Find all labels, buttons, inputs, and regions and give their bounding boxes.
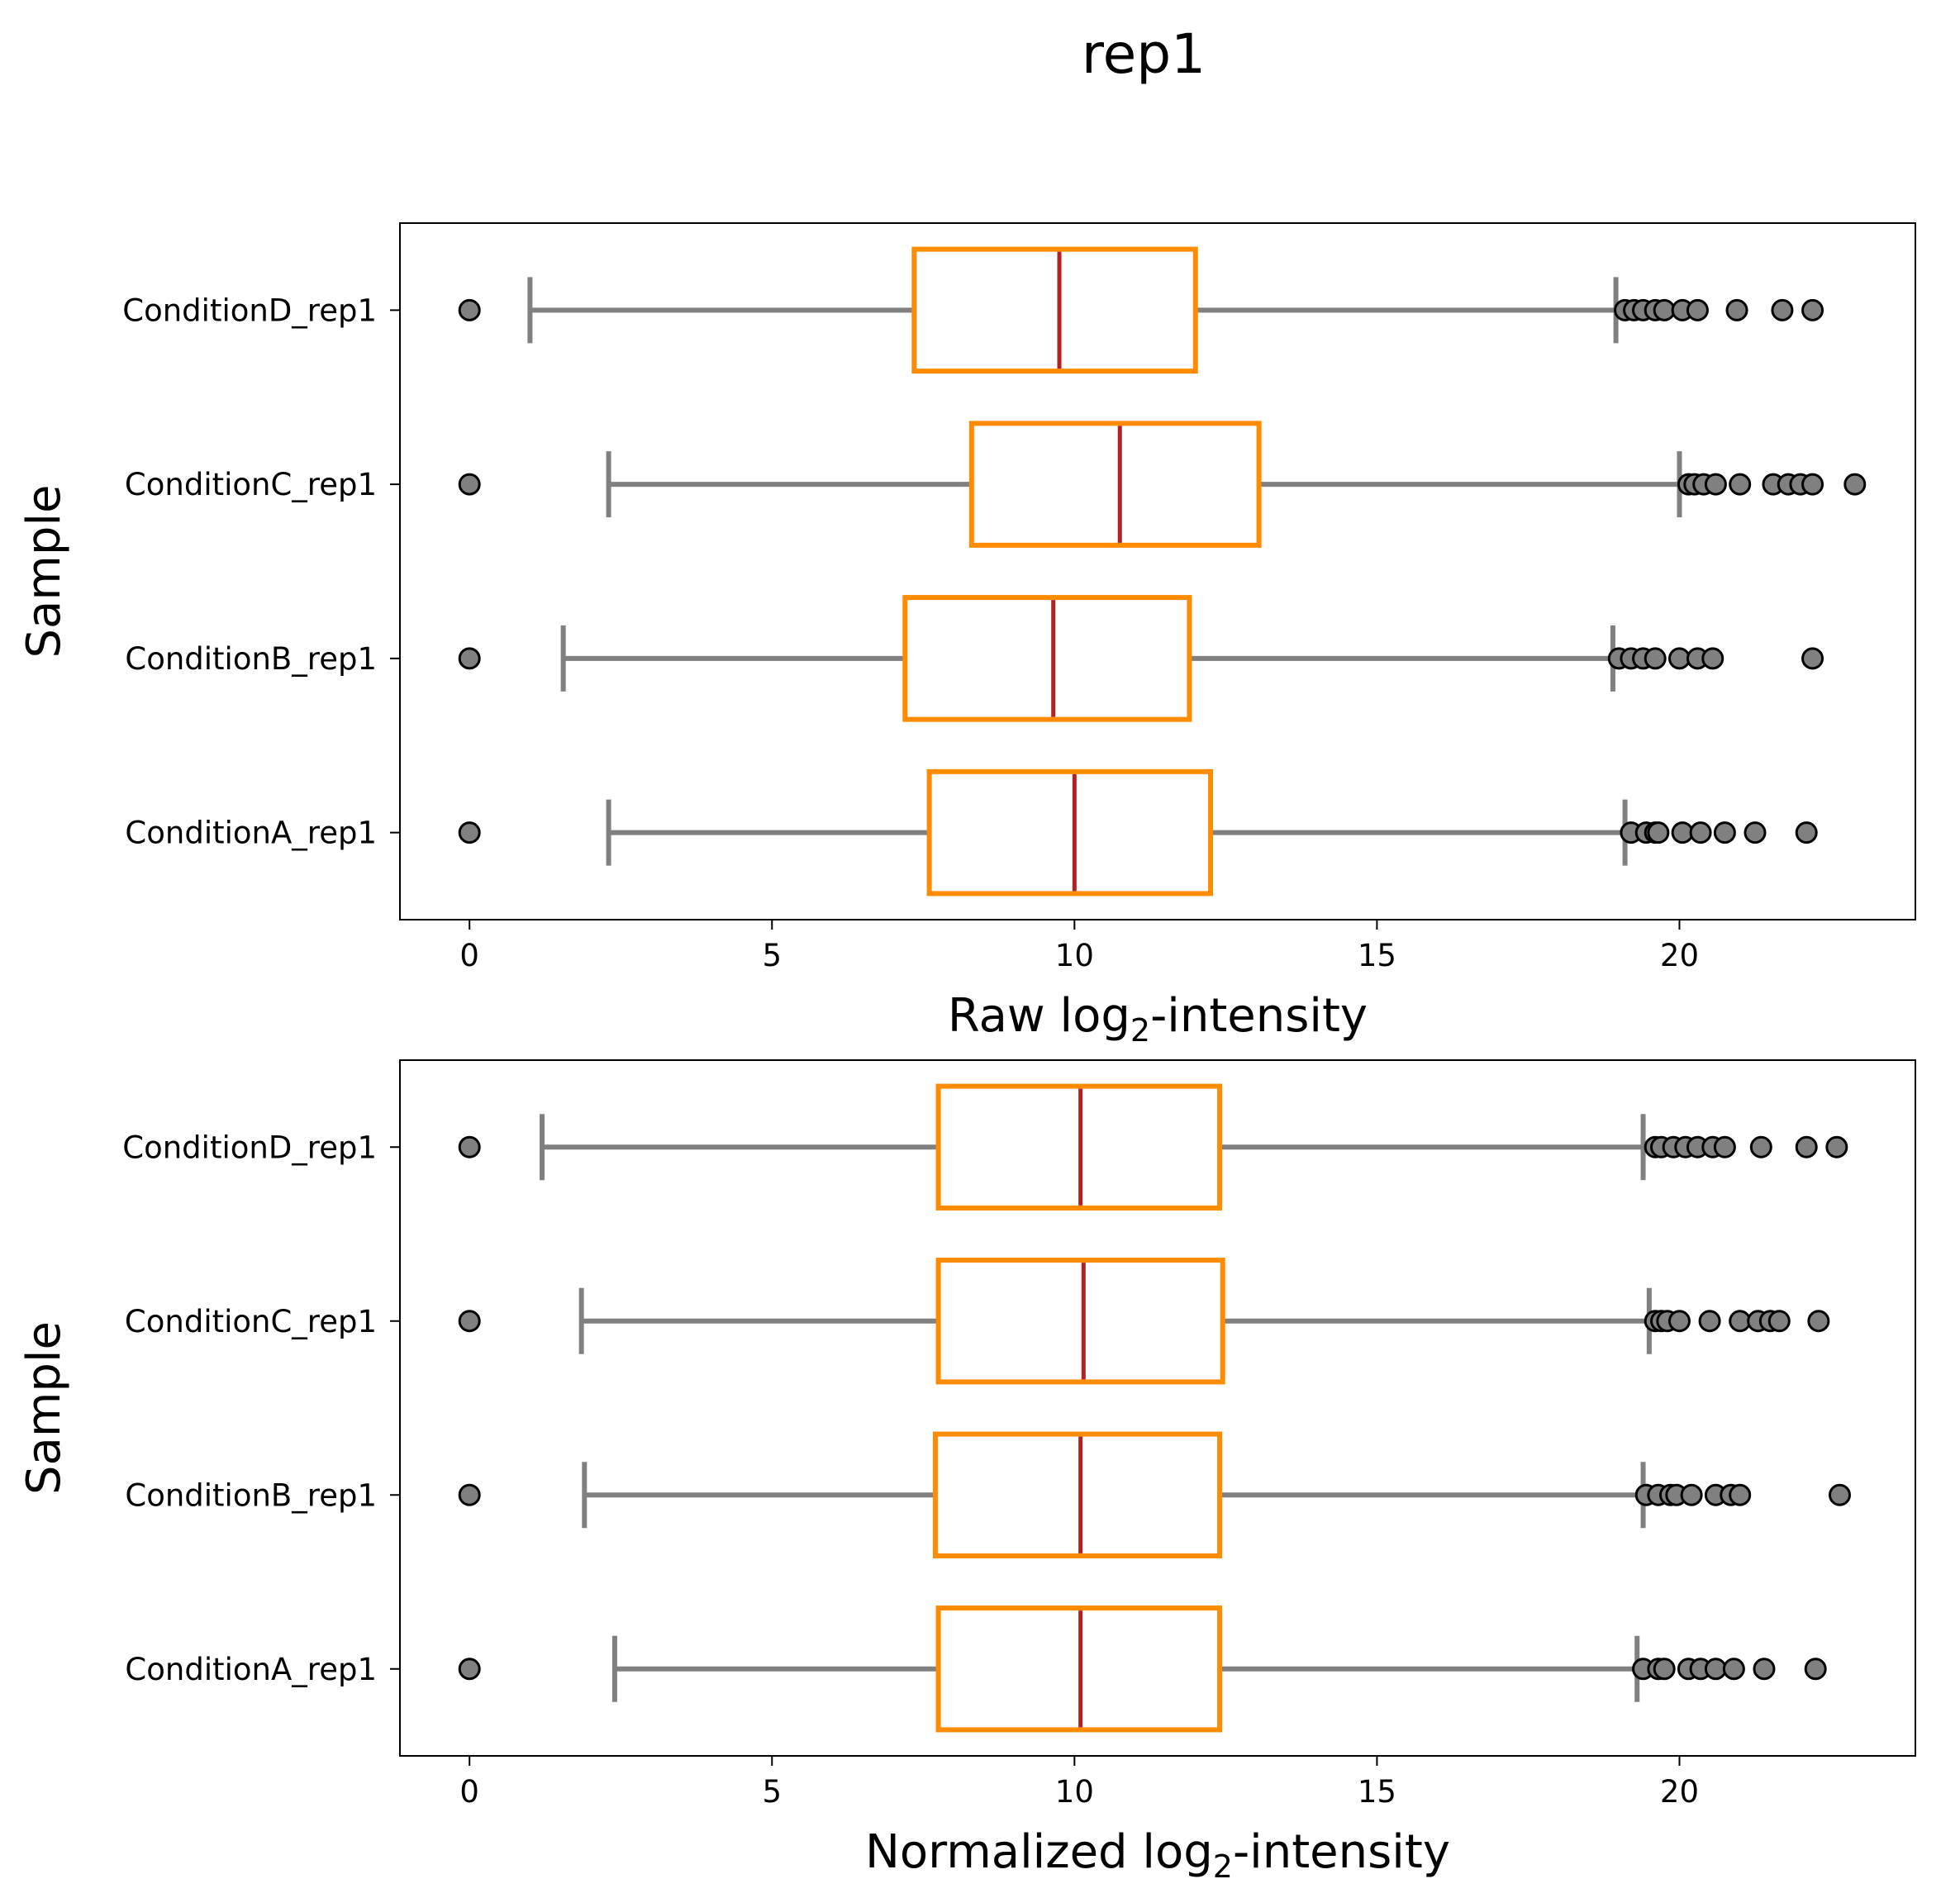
flier-conditionc-rep1-0 xyxy=(458,473,481,496)
axes-frame xyxy=(399,222,1916,920)
box-conditionb-rep1 xyxy=(932,1431,1223,1558)
x-axis-label: Raw log2-intensity xyxy=(948,989,1368,1049)
box-conditionb-rep1 xyxy=(902,595,1192,722)
flier-conditionb-rep1-5 xyxy=(1680,1483,1703,1506)
ytick-label-conditiona-rep1: ConditionA_rep1 xyxy=(125,816,377,851)
flier-conditiond-rep1-10 xyxy=(1801,298,1824,321)
ytick-label-conditionb-rep1: ConditionB_rep1 xyxy=(125,641,377,677)
box-conditiona-rep1 xyxy=(926,768,1214,897)
box-conditiond-rep1 xyxy=(911,246,1198,374)
xtick-label-5: 5 xyxy=(762,938,782,973)
flier-conditiond-rep1-8 xyxy=(1725,298,1748,321)
flier-conditiona-rep1-3 xyxy=(1653,1658,1676,1681)
flier-conditiona-rep1-7 xyxy=(1713,821,1736,844)
xtick-label-15: 15 xyxy=(1358,938,1396,973)
box-conditionc-rep1 xyxy=(968,421,1262,548)
xtick-label-20: 20 xyxy=(1660,938,1699,973)
ytick-label-conditionb-rep1: ConditionB_rep1 xyxy=(125,1477,377,1513)
flier-conditionc-rep1-6 xyxy=(1729,1310,1752,1333)
flier-conditionc-rep1-10 xyxy=(1843,473,1867,496)
flier-conditiona-rep1-5 xyxy=(1671,821,1694,844)
flier-conditionc-rep1-0 xyxy=(458,1310,481,1333)
xtick-label-0: 0 xyxy=(459,1774,479,1810)
ytick-label-conditiona-rep1: ConditionA_rep1 xyxy=(125,1652,377,1687)
flier-conditiond-rep1-10 xyxy=(1825,1135,1848,1158)
flier-conditiona-rep1-9 xyxy=(1795,821,1818,844)
flier-conditiona-rep1-7 xyxy=(1722,1658,1745,1681)
flier-conditiond-rep1-9 xyxy=(1771,298,1794,321)
flier-conditiona-rep1-8 xyxy=(1744,821,1767,844)
flier-conditiond-rep1-0 xyxy=(458,1135,481,1158)
flier-conditiona-rep1-0 xyxy=(458,821,481,844)
axes-frame xyxy=(399,1059,1916,1757)
flier-conditionb-rep1-7 xyxy=(1701,647,1725,670)
ytick-label-conditionc-rep1: ConditionC_rep1 xyxy=(125,1304,377,1339)
flier-conditionb-rep1-4 xyxy=(1644,647,1667,670)
flier-conditiona-rep1-9 xyxy=(1804,1658,1827,1681)
flier-conditionb-rep1-0 xyxy=(458,1483,481,1506)
flier-conditionc-rep1-5 xyxy=(1729,473,1752,496)
flier-conditiond-rep1-7 xyxy=(1686,298,1709,321)
flier-conditiona-rep1-6 xyxy=(1704,1658,1727,1681)
y-axis-label: Sample xyxy=(17,1321,71,1495)
flier-conditionb-rep1-0 xyxy=(458,647,481,670)
flier-conditiona-rep1-4 xyxy=(1647,821,1670,844)
flier-conditionc-rep1-4 xyxy=(1667,1310,1691,1333)
xtick-label-0: 0 xyxy=(459,938,479,973)
raw-intensity-panel: ConditionD_rep1 ConditionC_rep1 ConditionB… xyxy=(17,222,1916,1049)
xtick-label-10: 10 xyxy=(1055,1774,1094,1810)
flier-conditiond-rep1-8 xyxy=(1749,1135,1772,1158)
flier-conditionb-rep1-8 xyxy=(1801,647,1824,670)
flier-conditiond-rep1-7 xyxy=(1713,1135,1736,1158)
flier-conditionb-rep1-8 xyxy=(1729,1483,1752,1506)
flier-conditionc-rep1-9 xyxy=(1801,473,1824,496)
flier-conditiona-rep1-0 xyxy=(458,1658,481,1681)
flier-conditionb-rep1-5 xyxy=(1667,647,1691,670)
flier-conditionc-rep1-4 xyxy=(1704,473,1727,496)
flier-conditiona-rep1-8 xyxy=(1753,1658,1776,1681)
flier-conditionc-rep1-9 xyxy=(1767,1310,1791,1333)
xtick-label-20: 20 xyxy=(1660,1774,1699,1810)
xtick-label-5: 5 xyxy=(762,1774,782,1810)
flier-conditiond-rep1-5 xyxy=(1653,298,1676,321)
flier-conditiona-rep1-6 xyxy=(1689,821,1712,844)
flier-conditionb-rep1-9 xyxy=(1828,1483,1851,1506)
flier-conditionc-rep1-10 xyxy=(1807,1310,1830,1333)
xtick-label-15: 15 xyxy=(1358,1774,1396,1810)
flier-conditionc-rep1-5 xyxy=(1698,1310,1721,1333)
flier-conditiond-rep1-0 xyxy=(458,298,481,321)
box-conditionc-rep1 xyxy=(935,1258,1225,1385)
ytick-label-conditiond-rep1: ConditionD_rep1 xyxy=(122,293,377,328)
flier-conditiond-rep1-9 xyxy=(1795,1135,1818,1158)
normalized-intensity-panel: ConditionD_rep1 ConditionC_rep1 ConditionB… xyxy=(17,1059,1916,1885)
ytick-label-conditiond-rep1: ConditionD_rep1 xyxy=(122,1130,377,1165)
xtick-label-10: 10 xyxy=(1055,938,1094,973)
figure-title: rep1 xyxy=(1082,22,1206,86)
x-axis-label: Normalized log2-intensity xyxy=(865,1825,1450,1885)
ytick-label-conditionc-rep1: ConditionC_rep1 xyxy=(125,467,377,502)
y-axis-label: Sample xyxy=(17,485,71,659)
